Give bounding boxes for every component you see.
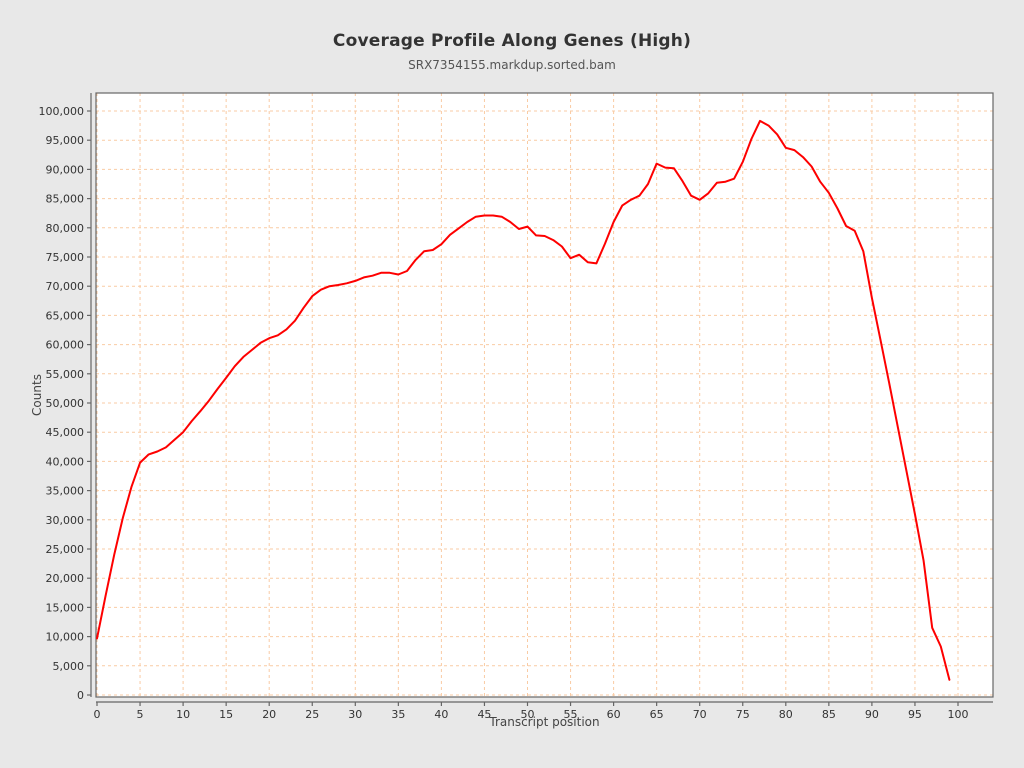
x-tick-label: 25 (305, 708, 319, 721)
x-tick-label: 20 (262, 708, 276, 721)
y-tick-label: 55,000 (46, 368, 85, 381)
coverage-line (96, 119, 951, 681)
y-tick-label: 40,000 (46, 455, 85, 468)
y-tick-label: 75,000 (46, 251, 85, 264)
y-tick-label: 95,000 (46, 134, 85, 147)
x-tick-label: 75 (736, 708, 750, 721)
x-tick-label: 45 (477, 708, 491, 721)
x-tick-label: 55 (564, 708, 578, 721)
x-tick-label: 40 (434, 708, 448, 721)
y-tick-label: 30,000 (46, 514, 85, 527)
x-axis-title: Transcript position (489, 715, 600, 729)
y-tick-label: 15,000 (46, 601, 85, 614)
plot-area (96, 93, 993, 697)
chart-subtitle: SRX7354155.markdup.sorted.bam (408, 58, 616, 72)
x-tick-label: 65 (650, 708, 664, 721)
x-tick-label: 0 (94, 708, 101, 721)
x-tick-label: 50 (521, 708, 535, 721)
x-tick-label: 35 (391, 708, 405, 721)
y-tick-label: 10,000 (46, 631, 85, 644)
plot-border (95, 92, 994, 698)
y-tick-label: 60,000 (46, 339, 85, 352)
y-axis-title: Counts (30, 374, 44, 416)
y-tick-label: 90,000 (46, 163, 85, 176)
x-tick-label: 5 (137, 708, 144, 721)
x-tick-label: 95 (908, 708, 922, 721)
y-tick-label: 100,000 (39, 105, 85, 118)
y-tick-label: 25,000 (46, 543, 85, 556)
y-tick-label: 35,000 (46, 485, 85, 498)
x-tick-label: 60 (607, 708, 621, 721)
x-tick-label: 15 (219, 708, 233, 721)
x-tick-label: 30 (348, 708, 362, 721)
y-tick-label: 50,000 (46, 397, 85, 410)
x-tick-label: 90 (865, 708, 879, 721)
x-tick-label: 10 (176, 708, 190, 721)
y-tick-label: 80,000 (46, 222, 85, 235)
y-tick-label: 85,000 (46, 193, 85, 206)
chart-title: Coverage Profile Along Genes (High) (332, 31, 692, 51)
y-tick-label: 0 (77, 689, 84, 702)
x-tick-label: 70 (693, 708, 707, 721)
x-tick-label: 100 (948, 708, 969, 721)
x-tick-label: 80 (779, 708, 793, 721)
y-tick-label: 45,000 (46, 426, 85, 439)
y-tick-label: 5,000 (53, 660, 85, 673)
y-tick-label: 70,000 (46, 280, 85, 293)
x-tick-label: 85 (822, 708, 836, 721)
y-tick-label: 20,000 (46, 572, 85, 585)
y-tick-label: 65,000 (46, 309, 85, 322)
